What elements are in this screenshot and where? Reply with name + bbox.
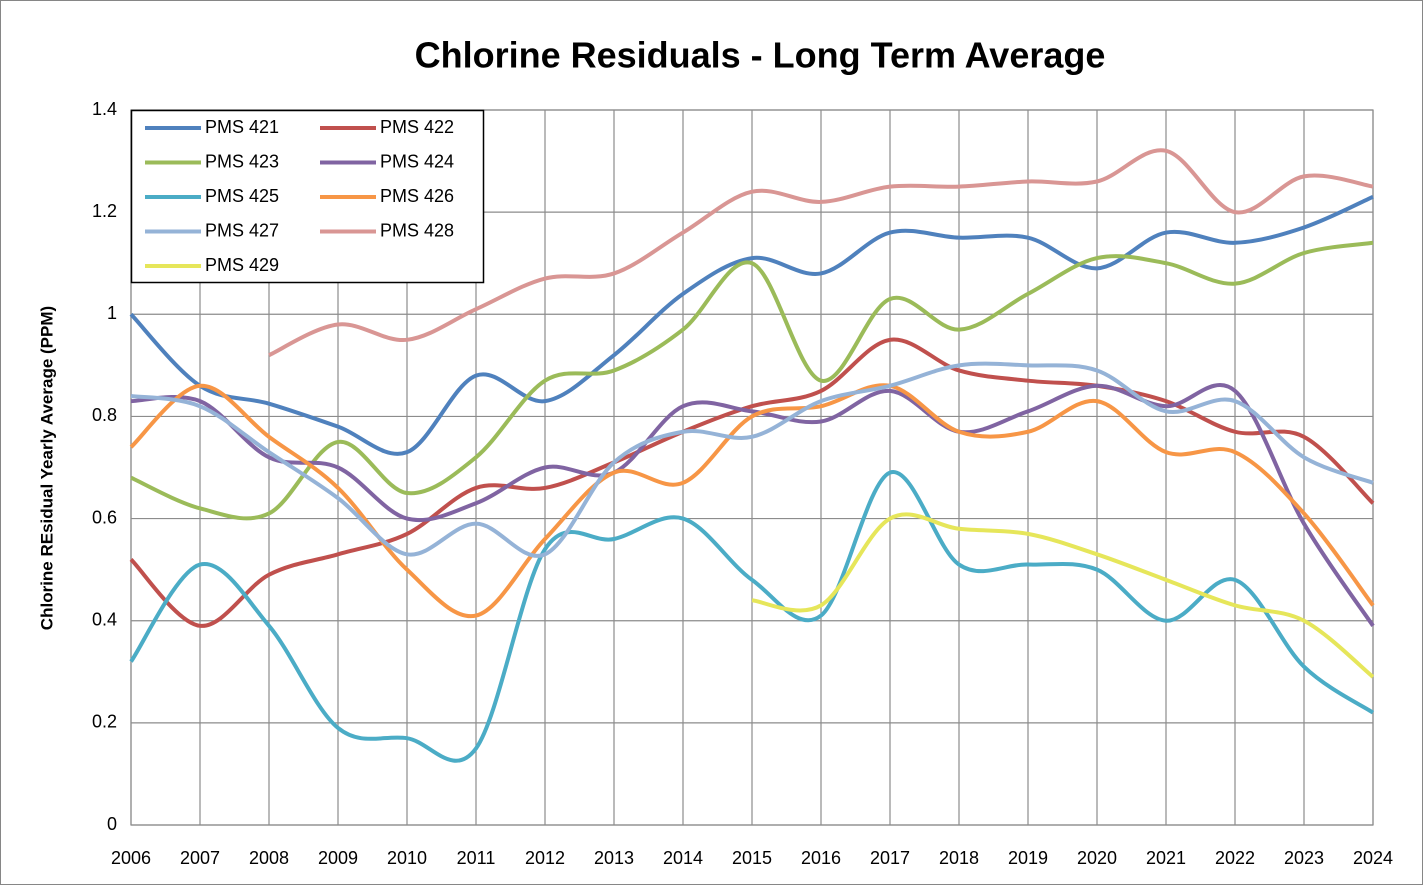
x-tick-label: 2020 xyxy=(1077,848,1117,868)
y-tick-label: 0.4 xyxy=(92,609,117,629)
x-tick-label: 2010 xyxy=(387,848,427,868)
y-tick-label: 1.4 xyxy=(92,99,117,119)
series-line xyxy=(751,512,1375,679)
series-line xyxy=(268,148,1374,357)
y-tick-label: 0.8 xyxy=(92,405,117,425)
x-tick-label: 2024 xyxy=(1353,848,1393,868)
y-tick-label: 0.6 xyxy=(92,507,117,527)
series-line xyxy=(130,240,1374,521)
legend-label: PMS 423 xyxy=(205,151,279,171)
legend-label: PMS 427 xyxy=(205,220,279,240)
x-tick-label: 2012 xyxy=(525,848,565,868)
x-tick-label: 2014 xyxy=(663,848,703,868)
x-tick-label: 2011 xyxy=(457,848,496,868)
chart-title: Chlorine Residuals - Long Term Average xyxy=(415,35,1106,76)
legend-label: PMS 422 xyxy=(380,117,454,137)
y-tick-label: 0.2 xyxy=(92,712,117,732)
series-line xyxy=(129,383,1375,619)
legend-label: PMS 424 xyxy=(380,151,454,171)
x-tick-label: 2017 xyxy=(870,848,910,868)
x-tick-label: 2022 xyxy=(1215,848,1255,868)
x-tick-label: 2006 xyxy=(111,848,151,868)
y-axis-label: Chlorine REsidual Yearly Average (PPM) xyxy=(37,306,56,630)
x-tick-label: 2007 xyxy=(180,848,220,868)
plot-border xyxy=(130,109,1374,826)
legend-label: PMS 428 xyxy=(380,220,454,240)
x-tick-label: 2019 xyxy=(1008,848,1048,868)
x-tick-label: 2013 xyxy=(594,848,634,868)
series-line xyxy=(130,361,1374,558)
y-tick-label: 1.2 xyxy=(92,201,117,221)
x-tick-label: 2023 xyxy=(1284,848,1324,868)
y-tick-label: 1 xyxy=(107,303,117,323)
x-tick-label: 2015 xyxy=(732,848,772,868)
series-line xyxy=(129,194,1374,456)
series-line xyxy=(129,470,1375,763)
legend-label: PMS 426 xyxy=(380,186,454,206)
series-line xyxy=(129,337,1375,628)
x-tick-label: 2008 xyxy=(249,848,289,868)
x-tick-label: 2016 xyxy=(801,848,841,868)
legend-label: PMS 425 xyxy=(205,186,279,206)
series-line xyxy=(130,383,1375,627)
x-tick-label: 2009 xyxy=(318,848,358,868)
legend-label: PMS 429 xyxy=(205,255,279,275)
y-tick-label: 0 xyxy=(107,814,117,834)
legend-label: PMS 421 xyxy=(205,117,279,137)
x-tick-label: 2021 xyxy=(1146,848,1186,868)
x-tick-label: 2018 xyxy=(939,848,979,868)
